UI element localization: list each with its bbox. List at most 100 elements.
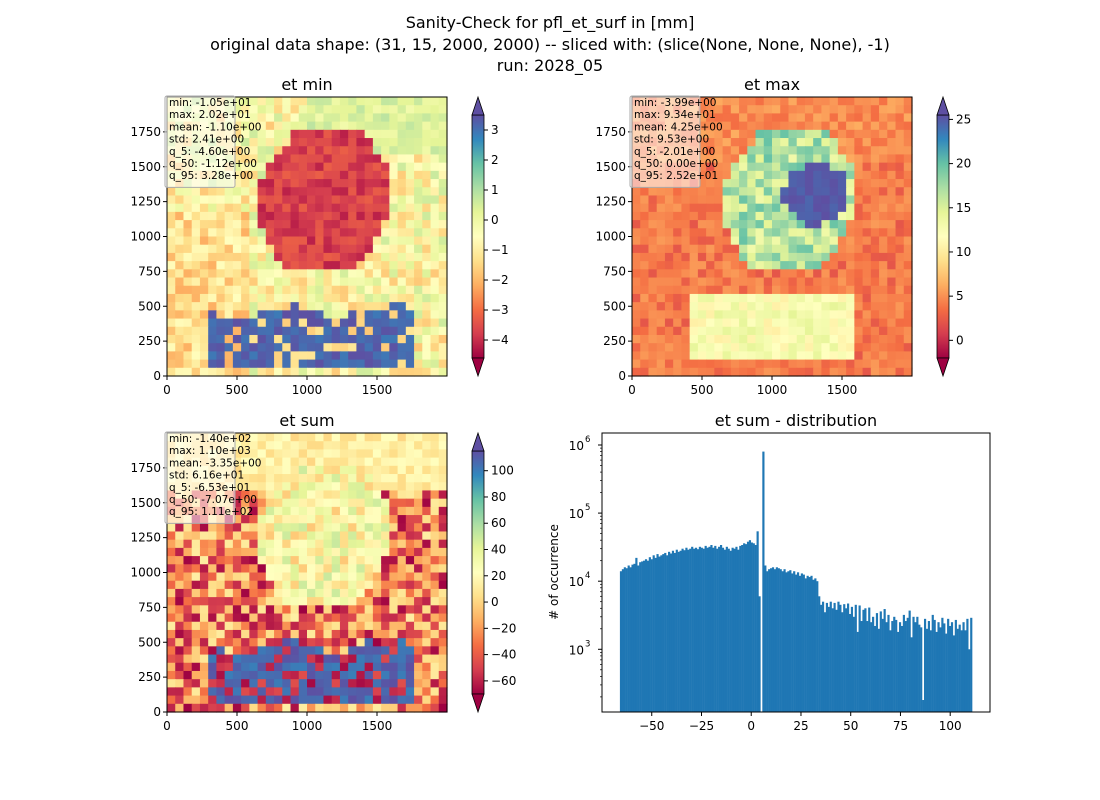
- heatmap-cell: [722, 277, 732, 287]
- heatmap-cell: [232, 277, 242, 287]
- heatmap-cell: [405, 252, 415, 262]
- heatmap-cell: [249, 138, 259, 147]
- heatmap-cell: [265, 261, 275, 270]
- heatmap-cell: [714, 97, 724, 106]
- heatmap-cell: [632, 302, 641, 311]
- heatmap-cell: [903, 105, 913, 115]
- heatmap-cell: [706, 326, 715, 336]
- heatmap-cell: [298, 236, 308, 246]
- heatmap-cell: [224, 359, 234, 369]
- heatmap-cell: [331, 498, 341, 508]
- heatmap-cell: [241, 121, 250, 131]
- heatmap-cell: [780, 261, 790, 270]
- heatmap-cell: [224, 343, 234, 352]
- histogram-bar: [723, 549, 726, 712]
- heatmap-cell: [290, 334, 300, 344]
- heatmap-cell: [232, 170, 242, 180]
- heatmap-cell: [706, 121, 715, 131]
- heatmap-cell: [183, 638, 193, 647]
- heatmap-cell: [257, 556, 267, 565]
- heatmap-cell: [813, 179, 823, 188]
- heatmap-cell: [372, 670, 382, 680]
- heatmap-cell: [887, 367, 897, 377]
- heatmap-cell: [430, 236, 440, 246]
- heatmap-cell: [339, 179, 349, 188]
- colorbar-3: [471, 450, 485, 695]
- heatmap-cell: [755, 211, 765, 221]
- heatmap-cell: [788, 228, 798, 238]
- heatmap-cell: [257, 138, 267, 147]
- heatmap-cell: [183, 195, 193, 205]
- heatmap-cell: [323, 326, 333, 336]
- heatmap-cell: [307, 580, 316, 590]
- heatmap-cell: [191, 326, 201, 336]
- stats-line: q_95: 3.28e+00: [169, 170, 253, 182]
- histogram-bar: [629, 567, 632, 712]
- stats-line: std: 2.41e+00: [169, 134, 244, 146]
- heatmap-cell: [887, 285, 897, 295]
- histogram-bar: [831, 608, 834, 712]
- heatmap-cell: [862, 138, 872, 147]
- heatmap-cell: [664, 285, 674, 295]
- heatmap-cell: [706, 170, 715, 180]
- histogram-bar: [810, 575, 813, 712]
- heatmap-cell: [167, 310, 176, 320]
- heatmap-cell: [422, 121, 432, 131]
- heatmap-cell: [282, 654, 292, 664]
- heatmap-cell: [183, 269, 193, 279]
- heatmap-cell: [216, 629, 226, 639]
- heatmap-cell: [813, 195, 823, 205]
- heatmap-cell: [183, 343, 193, 352]
- colorbar-tick-label: 0: [491, 595, 499, 609]
- heatmap-cell: [323, 121, 333, 131]
- heatmap-cell: [673, 359, 683, 369]
- heatmap-cell: [862, 343, 872, 352]
- heatmap-cell: [298, 441, 308, 451]
- heatmap-cell: [356, 277, 366, 287]
- heatmap-cell: [265, 441, 275, 451]
- heatmap-cell: [714, 351, 724, 361]
- heatmap-cell: [298, 638, 308, 647]
- heatmap-cell: [208, 572, 218, 582]
- heatmap-cell: [689, 293, 699, 303]
- heatmap-cell: [191, 252, 201, 262]
- heatmap-cell: [372, 523, 382, 533]
- histogram-bar: [929, 630, 932, 712]
- heatmap-cell: [788, 179, 798, 188]
- heatmap-cell: [837, 351, 847, 361]
- heatmap-cell: [804, 293, 814, 303]
- heatmap-cell: [714, 236, 724, 246]
- heatmap-cell: [282, 597, 292, 606]
- heatmap-cell: [381, 556, 390, 565]
- heatmap-cell: [430, 97, 440, 106]
- heatmap-cell: [241, 490, 250, 500]
- heatmap-cell: [739, 146, 748, 156]
- heatmap-cell: [763, 359, 773, 369]
- heatmap-cell: [804, 269, 814, 279]
- heatmap-cell: [739, 359, 748, 369]
- heatmap-cell: [274, 170, 283, 180]
- heatmap-cell: [298, 293, 308, 303]
- heatmap-cell: [323, 457, 333, 467]
- heatmap-cell: [780, 302, 790, 311]
- heatmap-cell: [422, 506, 432, 516]
- heatmap-cell: [323, 449, 333, 459]
- heatmap-cell: [339, 211, 349, 221]
- heatmap-cell: [389, 113, 399, 123]
- heatmap-cell: [389, 441, 399, 451]
- heatmap-cell: [307, 334, 316, 344]
- heatmap-cell: [241, 211, 250, 221]
- heatmap-cell: [706, 162, 715, 172]
- heatmap-cell: [339, 482, 349, 492]
- heatmap-cell: [356, 638, 366, 647]
- heatmap-cell: [763, 277, 773, 287]
- histogram-bar: [923, 618, 927, 712]
- heatmap-cell: [241, 597, 250, 606]
- heatmap-cell: [257, 113, 267, 123]
- heatmap-cell: [854, 269, 864, 279]
- heatmap-cell: [290, 433, 300, 442]
- heatmap-cell: [747, 252, 757, 262]
- heatmap-cell: [323, 433, 333, 442]
- heatmap-cell: [381, 228, 390, 238]
- heatmap-cell: [648, 351, 658, 361]
